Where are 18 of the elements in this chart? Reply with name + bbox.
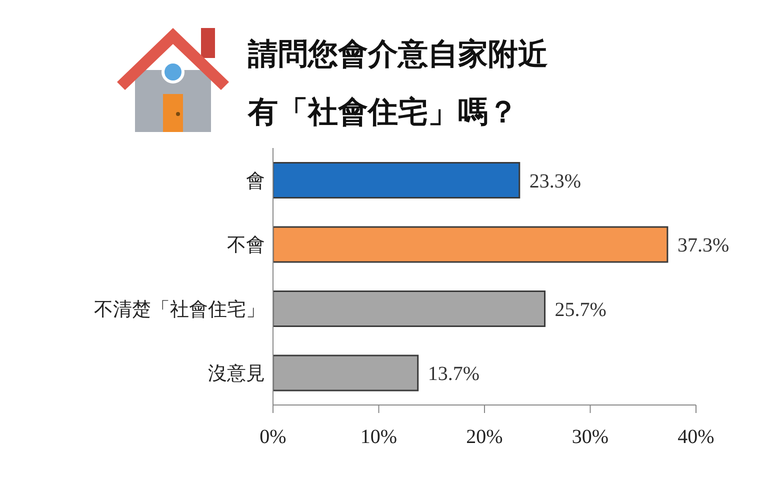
bar xyxy=(273,290,546,328)
y-tick-label: 會 xyxy=(246,170,265,192)
data-label: 13.7% xyxy=(428,363,480,386)
x-tick-label: 30% xyxy=(572,426,609,448)
y-tick-label: 不會 xyxy=(227,235,265,256)
x-tick-label: 40% xyxy=(678,426,714,448)
bar xyxy=(273,226,668,263)
bar xyxy=(273,162,520,199)
y-tick-label: 不清楚「社會住宅」 xyxy=(94,298,265,320)
bar xyxy=(273,354,419,392)
data-label: 25.7% xyxy=(554,298,606,321)
data-label: 23.3% xyxy=(529,170,582,192)
data-label: 37.3% xyxy=(677,234,730,257)
y-tick-label: 沒意見 xyxy=(208,364,265,385)
x-tick-label: 10% xyxy=(360,426,398,448)
x-tick-label: 20% xyxy=(466,426,503,448)
x-tick-label: 0% xyxy=(260,426,286,448)
chart-title: 請問您會介意自家附近有「社會住宅」嗎？ xyxy=(248,36,549,131)
